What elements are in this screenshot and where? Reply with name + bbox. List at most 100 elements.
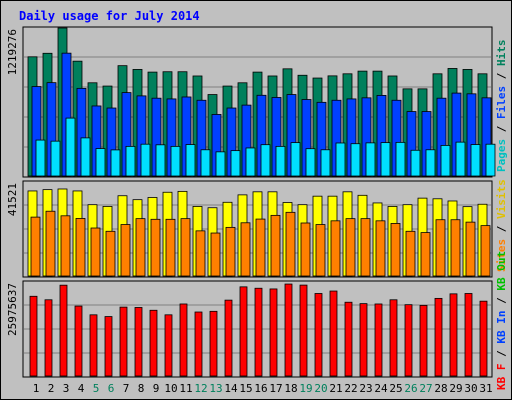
- legend-3: KB F / KB In / KB Out: [495, 251, 508, 390]
- x-tick-label-30: 30: [464, 382, 477, 395]
- bar-pages-30: [470, 144, 481, 177]
- x-tick-label-28: 28: [434, 382, 447, 395]
- y-max-label-3: 25975637: [6, 283, 19, 336]
- x-tick-label-6: 6: [108, 382, 115, 395]
- bar-pages-26: [410, 149, 421, 177]
- bar-sites-29: [450, 219, 461, 277]
- bar-kbytes-11: [179, 303, 188, 377]
- bar-pages-12: [200, 149, 211, 177]
- bar-pages-23: [365, 142, 376, 177]
- bar-sites-24: [375, 220, 386, 277]
- bar-pages-31: [485, 143, 496, 177]
- bar-sites-11: [180, 218, 191, 277]
- bar-sites-1: [30, 216, 41, 277]
- y-max-label-1: 1219276: [6, 29, 19, 75]
- bar-kbytes-1: [29, 295, 38, 377]
- bar-kbytes-29: [449, 293, 458, 377]
- legend-item-sites: Sites: [495, 239, 508, 272]
- bar-sites-6: [105, 230, 116, 277]
- x-tick-label-23: 23: [359, 382, 372, 395]
- legend-item-files: Files: [495, 86, 508, 119]
- bar-sites-27: [420, 232, 431, 277]
- bar-pages-10: [170, 145, 181, 177]
- bar-kbytes-18: [284, 283, 293, 377]
- x-tick-label-7: 7: [123, 382, 130, 395]
- bar-kbytes-30: [464, 293, 473, 377]
- bar-sites-22: [345, 218, 356, 277]
- x-tick-label-16: 16: [254, 382, 267, 395]
- legend-item-kb-out: KB Out: [495, 251, 508, 291]
- bar-sites-5: [90, 227, 101, 277]
- x-tick-label-19: 19: [299, 382, 312, 395]
- bar-pages-21: [335, 142, 346, 177]
- x-tick-label-22: 22: [344, 382, 357, 395]
- bar-sites-18: [285, 211, 296, 277]
- bar-kbytes-10: [164, 314, 173, 377]
- bar-kbytes-22: [344, 301, 353, 377]
- bar-sites-13: [210, 232, 221, 277]
- bar-pages-14: [230, 150, 241, 177]
- x-tick-label-8: 8: [138, 382, 145, 395]
- legend-item-kb-in: KB In: [495, 311, 508, 344]
- x-tick-label-14: 14: [224, 382, 238, 395]
- x-tick-label-4: 4: [78, 382, 85, 395]
- bar-sites-14: [225, 226, 236, 277]
- bar-kbytes-19: [299, 284, 308, 377]
- x-tick-label-27: 27: [419, 382, 432, 395]
- bar-pages-7: [125, 145, 136, 177]
- x-tick-label-15: 15: [239, 382, 252, 395]
- bar-pages-3: [65, 117, 76, 177]
- bar-kbytes-17: [269, 288, 278, 377]
- x-tick-label-20: 20: [314, 382, 327, 395]
- legend-item-hits: Hits: [495, 40, 508, 67]
- bar-kbytes-13: [209, 310, 218, 377]
- bar-kbytes-20: [314, 293, 323, 377]
- panel-1: [22, 26, 496, 178]
- legend-separator: /: [495, 66, 508, 86]
- bar-pages-19: [305, 148, 316, 177]
- x-tick-label-31: 31: [479, 382, 492, 395]
- bar-kbytes-6: [104, 316, 113, 377]
- bar-pages-15: [245, 147, 256, 177]
- bar-kbytes-5: [89, 314, 98, 377]
- bar-pages-1: [35, 139, 46, 177]
- x-tick-label-11: 11: [179, 382, 192, 395]
- bar-sites-25: [390, 223, 401, 277]
- bar-sites-23: [360, 218, 371, 277]
- bar-sites-30: [465, 221, 476, 277]
- bar-sites-17: [270, 214, 281, 277]
- x-tick-label-9: 9: [153, 382, 160, 395]
- bar-pages-5: [95, 148, 106, 177]
- x-tick-label-10: 10: [164, 382, 177, 395]
- x-tick-label-5: 5: [93, 382, 100, 395]
- bar-sites-31: [480, 225, 491, 277]
- bar-kbytes-2: [44, 299, 53, 377]
- bar-kbytes-4: [74, 305, 83, 377]
- legend-separator: /: [495, 291, 508, 311]
- legend-1: Pages / Files / Hits: [495, 40, 508, 173]
- legend-separator: /: [495, 219, 508, 239]
- legend-separator: /: [495, 119, 508, 139]
- bar-kbytes-9: [149, 309, 158, 377]
- bar-kbytes-16: [254, 287, 263, 377]
- x-tick-label-12: 12: [194, 382, 207, 395]
- bar-pages-27: [425, 149, 436, 177]
- chart-title: Daily usage for July 2014: [19, 9, 200, 23]
- bar-pages-2: [50, 140, 61, 177]
- bar-kbytes-15: [239, 286, 248, 377]
- legend-item-kb-f: KB F: [495, 364, 508, 391]
- legend-2: Sites / Visits: [495, 179, 508, 272]
- bar-kbytes-25: [389, 299, 398, 377]
- x-tick-label-2: 2: [48, 382, 55, 395]
- bar-kbytes-8: [134, 307, 143, 377]
- x-tick-label-13: 13: [209, 382, 222, 395]
- bar-pages-17: [275, 145, 286, 177]
- bar-pages-13: [215, 151, 226, 177]
- legend-item-visits: Visits: [495, 179, 508, 219]
- bar-sites-26: [405, 230, 416, 277]
- x-tick-label-17: 17: [269, 382, 282, 395]
- bar-pages-18: [290, 142, 301, 177]
- bar-pages-4: [80, 137, 91, 177]
- bar-kbytes-27: [419, 304, 428, 377]
